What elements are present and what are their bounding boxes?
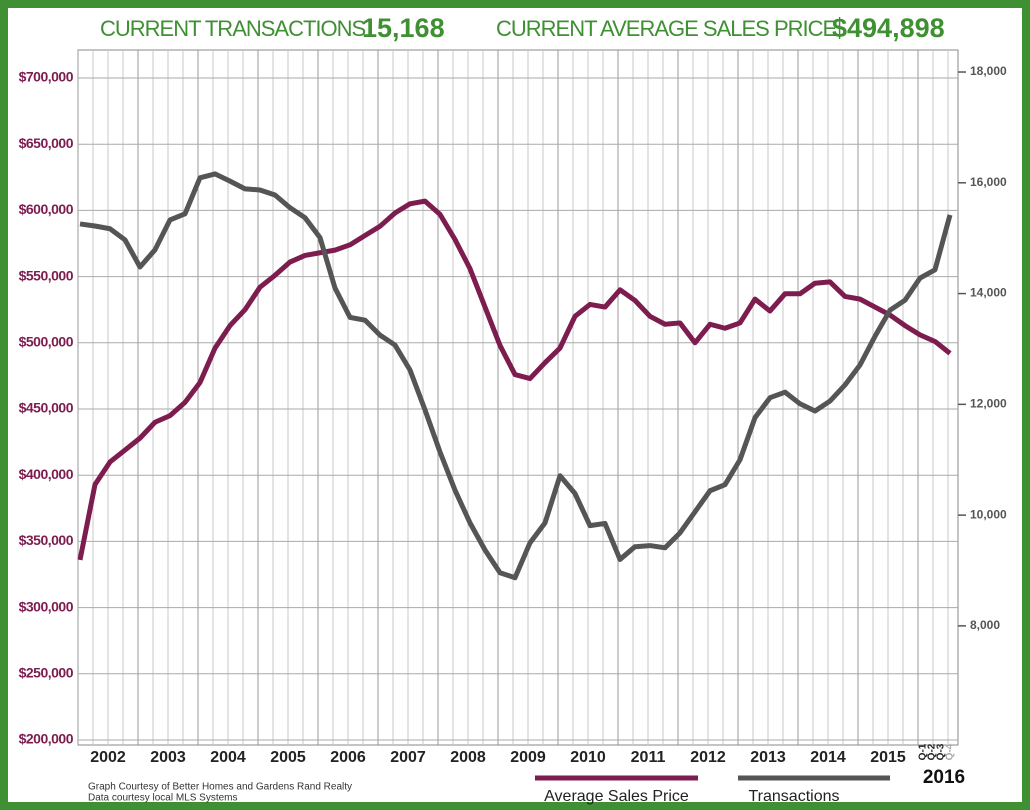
plot-area [77,49,959,746]
header-value: $494,898 [832,13,945,43]
quarter-label: Q-3 [936,743,947,760]
y-tick-label: $200,000 [19,731,74,747]
y2-tick-label: 10,000 [970,507,1007,521]
x-tick-label: 2010 [570,749,606,766]
y2-tick-label: 8,000 [970,618,1000,632]
x-tick-label: 2011 [631,749,666,766]
quarter-label: Q-2 [927,743,938,760]
year-label: 2016 [923,767,965,788]
x-tick-label: 2015 [870,749,906,766]
x-tick-label: 2005 [270,749,306,766]
x-tick-label: 2013 [750,749,786,766]
y-tick-label: $700,000 [19,69,74,85]
y-tick-label: $500,000 [19,334,74,350]
quarter-label: Q-1 [918,743,929,760]
header-label: CURRENT AVERAGE SALES PRICE [496,16,837,41]
header-label: CURRENT TRANSACTIONS [100,16,366,41]
credit: Data courtesy local MLS Systems [88,793,238,804]
y2-tick-label: 18,000 [970,64,1007,78]
y-tick-label: $450,000 [19,400,74,416]
x-tick-label: 2009 [510,749,546,766]
legend-label: Average Sales Price [544,788,689,805]
x-tick-label: 2004 [210,749,246,766]
x-tick-label: 2006 [330,749,366,766]
series-line [79,171,953,581]
x-tick-label: 2012 [690,749,726,766]
x-tick-label: 2007 [390,749,426,766]
y-tick-label: $300,000 [19,598,74,614]
y2-tick-label: 12,000 [970,397,1007,411]
y-tick-label: $250,000 [19,665,74,681]
series-line [77,198,952,561]
header-value: 15,168 [362,13,445,43]
credit: Graph Courtesy of Better Homes and Garde… [88,782,352,793]
y-tick-label: $400,000 [19,466,74,482]
x-tick-label: 2014 [810,749,846,766]
y-tick-label: $350,000 [19,532,74,548]
y-tick-label: $600,000 [19,201,74,217]
quarter-label: Q-4 [945,743,956,760]
y-tick-label: $650,000 [19,135,74,151]
x-tick-label: 2002 [90,749,126,766]
x-tick-label: 2008 [450,749,486,766]
legend-label: Transactions [749,788,840,805]
x-tick-label: 2003 [150,749,186,766]
y2-tick-label: 16,000 [970,175,1007,189]
y2-tick-label: 14,000 [970,286,1007,300]
y-tick-label: $550,000 [19,267,74,283]
